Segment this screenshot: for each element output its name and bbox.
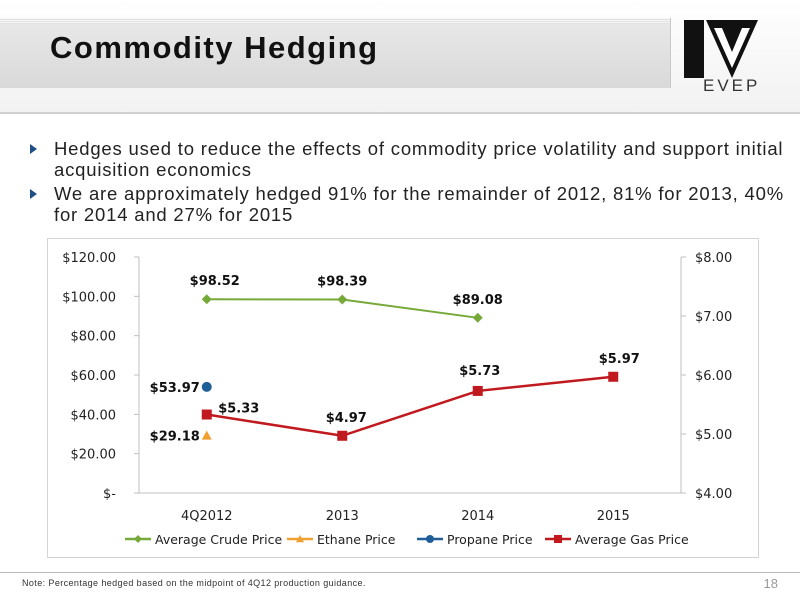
left-tick-label: $60.00	[71, 369, 117, 384]
left-tick-label: $120.00	[62, 251, 116, 266]
logo-notch	[722, 28, 742, 52]
bullet-text: Hedges used to reduce the effects of com…	[54, 138, 784, 180]
x-tick-label: 2015	[597, 509, 630, 524]
bullet-item: We are approximately hedged 91% for the …	[28, 183, 788, 225]
legend-marker-propane	[426, 535, 434, 543]
legend-marker-ethane	[296, 535, 304, 543]
right-tick-label: $6.00	[695, 369, 732, 384]
data-point-crude	[201, 294, 212, 305]
data-point-gas	[608, 371, 619, 382]
left-tick-label: $20.00	[71, 448, 117, 463]
title-band	[0, 18, 671, 88]
data-label-gas: $5.97	[599, 352, 640, 367]
data-label-crude: $98.39	[317, 274, 367, 289]
x-tick-label: 2013	[326, 509, 359, 524]
data-label-ethane: $29.18	[150, 430, 200, 445]
legend-label: Ethane Price	[317, 532, 396, 547]
legend-label: Average Gas Price	[575, 532, 689, 547]
x-tick-label: 4Q2012	[181, 509, 233, 524]
right-tick-label: $5.00	[695, 428, 732, 443]
hedging-price-chart: $- $20.00 $40.00 $60.00 $80.00 $100.00 $120.00…	[62, 251, 732, 547]
data-point-ethane	[201, 430, 212, 440]
page-number: 18	[763, 576, 778, 591]
data-point-crude	[337, 294, 348, 305]
series-line-gas	[206, 375, 614, 438]
data-label-gas: $5.33	[218, 402, 259, 417]
footnote: Note: Percentage hedged based on the mid…	[22, 578, 366, 588]
left-tick-label: $40.00	[71, 408, 117, 423]
legend-marker-crude	[134, 535, 142, 543]
evep-logo-icon	[684, 20, 758, 78]
slide-header: Commodity Hedging EVEP	[0, 0, 800, 112]
data-point-propane	[201, 381, 212, 392]
data-label-propane: $53.97	[150, 381, 200, 396]
data-label-crude: $98.52	[190, 274, 240, 289]
legend-label: Propane Price	[447, 532, 533, 547]
bullet-item: Hedges used to reduce the effects of com…	[28, 138, 788, 180]
chart-frame	[47, 238, 759, 558]
left-tick-label: $-	[103, 487, 116, 502]
legend-marker-gas	[554, 535, 562, 543]
right-tick-label: $7.00	[695, 310, 732, 325]
data-label-gas: $4.97	[326, 411, 367, 426]
data-point-gas	[337, 430, 348, 441]
header-divider	[0, 112, 800, 114]
data-point-crude	[472, 312, 483, 323]
bullet-arrow-icon	[30, 189, 37, 199]
logo-wordmark: EVEP	[703, 76, 761, 95]
legend-label: Average Crude Price	[155, 532, 282, 547]
slide-title: Commodity Hedging	[50, 30, 379, 65]
x-tick-label: 2014	[461, 509, 494, 524]
left-tick-label: $100.00	[62, 290, 116, 305]
bullet-list: Hedges used to reduce the effects of com…	[28, 138, 788, 228]
left-tick-label: $80.00	[71, 330, 117, 345]
data-point-gas	[201, 409, 212, 420]
data-label-gas: $5.73	[459, 364, 500, 379]
data-point-gas	[472, 385, 483, 396]
bullet-arrow-icon	[30, 144, 37, 154]
logo-block	[684, 20, 704, 78]
data-label-crude: $89.08	[453, 293, 503, 308]
right-tick-label: $4.00	[695, 487, 732, 502]
right-tick-label: $8.00	[695, 251, 732, 266]
bullet-text: We are approximately hedged 91% for the …	[54, 183, 784, 225]
footer-divider	[0, 572, 800, 573]
